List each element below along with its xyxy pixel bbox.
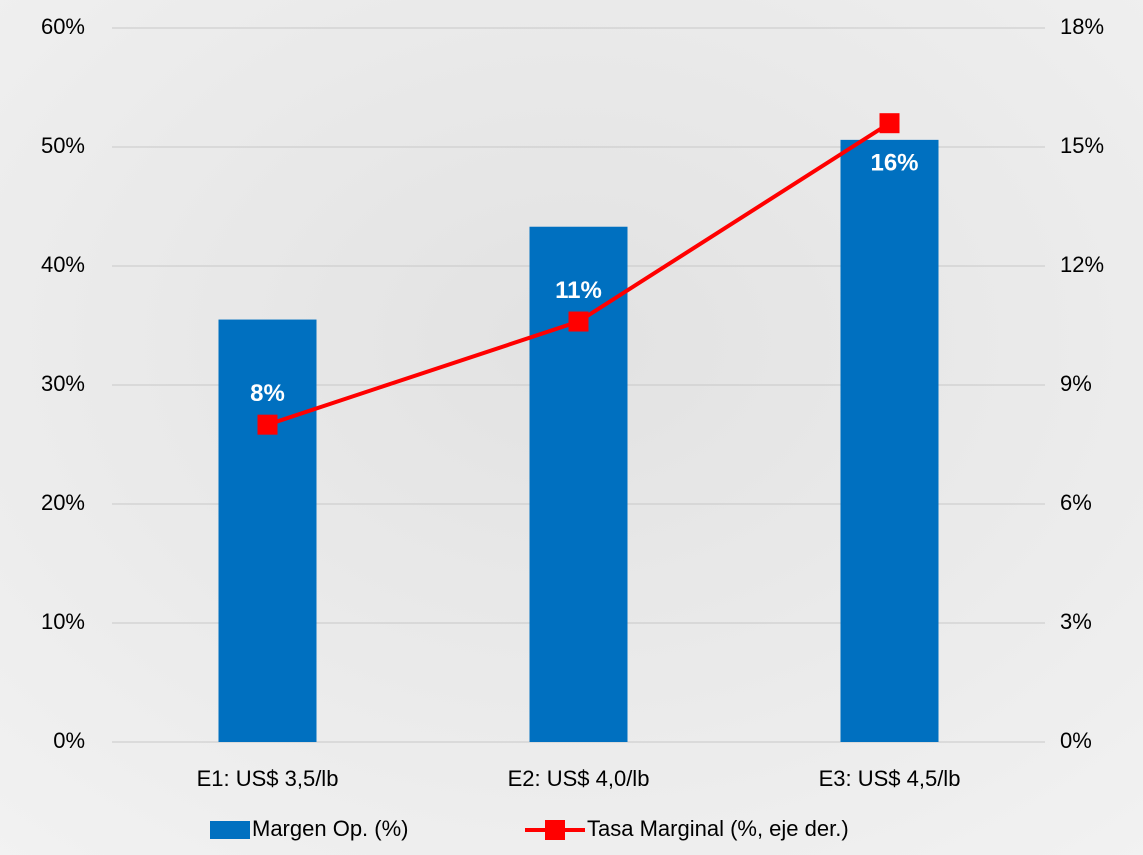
bar [841,140,939,742]
legend-label: Tasa Marginal (%, eje der.) [587,816,849,841]
bar [530,227,628,742]
data-label: 16% [870,150,918,177]
y2-tick-label: 18% [1060,14,1104,39]
x-tick-label: E2: US$ 4,0/lb [508,766,650,791]
legend-label: Margen Op. (%) [252,816,409,841]
legend-swatch [210,821,250,839]
data-label: 11% [555,277,602,304]
x-tick-label: E3: US$ 4,5/lb [819,766,961,791]
y2-tick-label: 0% [1060,728,1092,753]
chart: 0% 10% 20% 30% 40% 50% 60% 0% 3% 6% 9% 12% 15% 18% E1:… [0,0,1143,855]
marker [569,312,589,332]
x-tick-label: E1: US$ 3,5/lb [197,766,339,791]
y-tick-label: 0% [53,728,85,753]
y2-tick-label: 9% [1060,371,1092,396]
y2-tick-label: 15% [1060,133,1104,158]
y-tick-label: 40% [41,252,85,277]
y-tick-label: 60% [41,14,85,39]
y-tick-label: 30% [41,371,85,396]
y2-tick-label: 12% [1060,252,1104,277]
y-tick-label: 20% [41,490,85,515]
marker [880,113,900,133]
y-tick-label: 10% [41,609,85,634]
y2-tick-label: 6% [1060,490,1092,515]
y2-tick-label: 3% [1060,609,1092,634]
data-label: 8% [250,380,285,407]
marker [258,415,278,435]
legend-marker [545,820,565,840]
y-tick-label: 50% [41,133,85,158]
